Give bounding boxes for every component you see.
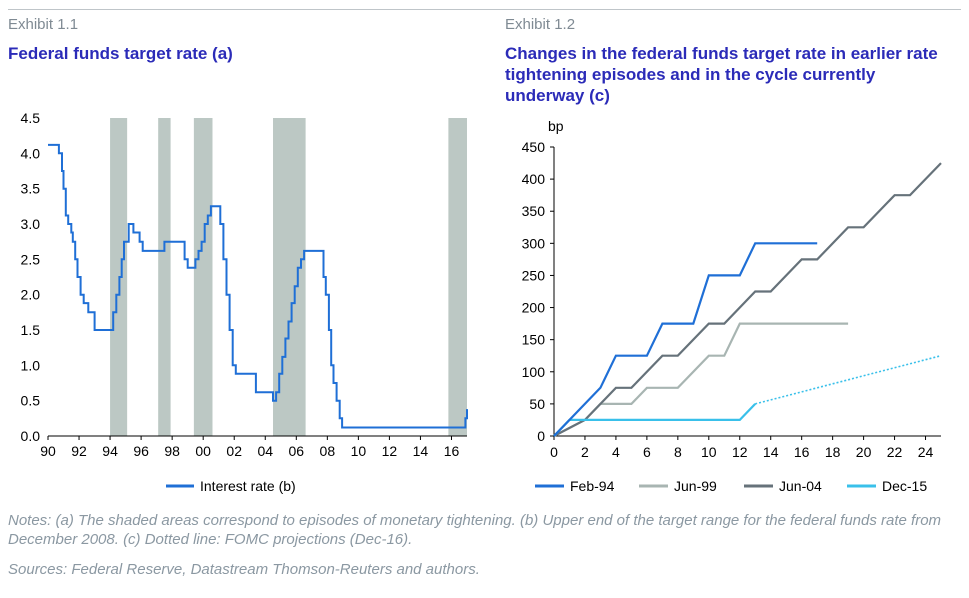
- series-line-dec-15-projection: [754, 354, 942, 405]
- chart2-x-tick-label: 24: [918, 444, 934, 460]
- exhibit-2-title: Changes in the federal funds target rate…: [505, 44, 938, 105]
- notes-text: Notes: (a) The shaded areas correspond t…: [8, 512, 942, 548]
- chart2-x-tick-label: 18: [825, 444, 841, 460]
- sources-text: Sources: Federal Reserve, Datastream Tho…: [8, 561, 480, 578]
- exhibit-1-title: Federal funds target rate (a): [8, 44, 233, 63]
- chart1-y-tick-label: 4.5: [21, 110, 41, 126]
- chart2-y-tick-label: 400: [522, 171, 546, 187]
- chart2-x-tick-label: 6: [643, 444, 651, 460]
- legend-label-jun-04: Jun-04: [779, 478, 822, 494]
- chart2-y-tick-label: 200: [522, 300, 546, 316]
- chart2-y-tick-label: 150: [522, 332, 546, 348]
- chart1-x-tick-label: 16: [444, 443, 460, 459]
- chart2-x-tick-label: 20: [856, 444, 872, 460]
- series-line-feb-94: [553, 242, 818, 437]
- chart2-x-tick-label: 10: [701, 444, 717, 460]
- chart1-x-tick-label: 94: [102, 443, 118, 459]
- chart1-x-tick-label: 14: [413, 443, 429, 459]
- chart1-x-tick-label: 96: [133, 443, 149, 459]
- chart2-x-tick-label: 4: [612, 444, 620, 460]
- chart1-y-tick-label: 0.0: [21, 428, 41, 444]
- chart2-y-tick-label: 250: [522, 267, 546, 283]
- chart1-x-tick-label: 12: [382, 443, 398, 459]
- chart2-y-tick-label: 0: [537, 428, 545, 444]
- chart1-x-tick-label: 08: [320, 443, 336, 459]
- chart1-y-tick-label: 3.0: [21, 216, 41, 232]
- chart2-y-axis-unit: bp: [548, 118, 564, 134]
- chart2-x-tick-label: 8: [674, 444, 682, 460]
- legend-label-interest-rate: Interest rate (b): [200, 478, 296, 494]
- tightening-shade-5: [448, 118, 467, 436]
- chart2-y-tick-label: 100: [522, 364, 546, 380]
- legend-label-feb-94: Feb-94: [570, 478, 615, 494]
- tightening-shade-4: [273, 118, 306, 436]
- exhibit-1-label: Exhibit 1.1: [8, 16, 79, 33]
- chart2-x-tick-label: 14: [763, 444, 779, 460]
- chart1-x-tick-label: 02: [226, 443, 242, 459]
- chart1-x-tick-label: 00: [195, 443, 211, 459]
- series-line-dec-15: [553, 403, 756, 437]
- chart1-y-tick-label: 4.0: [21, 145, 41, 161]
- chart1-x-tick-label: 04: [257, 443, 273, 459]
- chart1-x-tick-label: 06: [289, 443, 305, 459]
- chart1-y-tick-label: 2.0: [21, 287, 41, 303]
- legend-label-dec-15: Dec-15: [882, 478, 927, 494]
- chart2-y-tick-label: 450: [522, 139, 546, 155]
- interest-rate-line: [48, 143, 468, 429]
- chart1-x-tick-label: 10: [351, 443, 367, 459]
- exhibit-2-label: Exhibit 1.2: [505, 16, 576, 33]
- chart1-y-tick-label: 1.5: [21, 322, 41, 338]
- chart1-y-tick-label: 0.5: [21, 393, 41, 409]
- series-line-jun-04: [553, 162, 942, 437]
- chart1-x-tick-label: 92: [71, 443, 87, 459]
- chart2-x-tick-label: 2: [581, 444, 589, 460]
- chart2-y-tick-label: 50: [529, 396, 545, 412]
- legend-label-jun-99: Jun-99: [674, 478, 717, 494]
- chart1-y-tick-label: 1.0: [21, 357, 41, 373]
- chart2-y-tick-label: 300: [522, 235, 546, 251]
- chart1-y-tick-label: 2.5: [21, 251, 41, 267]
- top-rule: [8, 9, 961, 10]
- tightening-shade-2: [158, 118, 171, 436]
- chart1-x-tick-label: 90: [40, 443, 56, 459]
- chart2-x-tick-label: 12: [732, 444, 748, 460]
- chart2-x-tick-label: 16: [794, 444, 810, 460]
- chart2-y-tick-label: 350: [522, 203, 546, 219]
- chart2-x-tick-label: 22: [887, 444, 903, 460]
- chart1-y-tick-label: 3.5: [21, 181, 41, 197]
- chart2-x-tick-label: 0: [550, 444, 558, 460]
- chart1-x-tick-label: 98: [164, 443, 180, 459]
- tightening-shade-3: [193, 118, 213, 436]
